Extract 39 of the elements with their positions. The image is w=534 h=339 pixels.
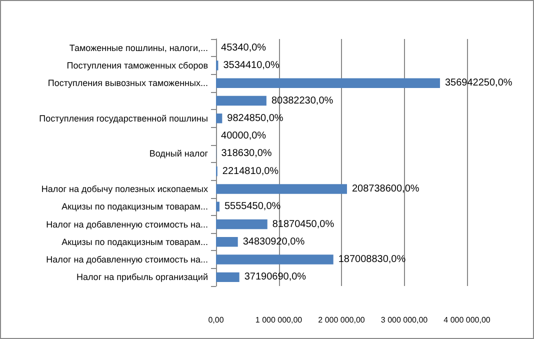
data-label: 80382230,0% — [271, 95, 334, 106]
data-label: 356942250,0% — [444, 78, 512, 89]
bar — [216, 96, 266, 106]
x-tick-label: 1 000 000,00 — [255, 316, 303, 324]
data-label: 208738600,0% — [352, 183, 420, 194]
bar — [216, 237, 238, 247]
data-label: 40000,0% — [221, 130, 266, 142]
bar — [216, 184, 347, 194]
bar — [216, 219, 268, 230]
data-label: 187008830,0% — [338, 254, 406, 266]
data-label: 81870450,0% — [272, 218, 334, 230]
data-label: 3534410,0% — [223, 60, 280, 71]
bar — [216, 202, 220, 212]
y-tick-label: Налог на прибыль организаций — [76, 272, 208, 282]
bar — [216, 272, 240, 282]
y-tick-label: Налог на добычу полезных ископаемых — [41, 184, 208, 194]
y-tick-label: Поступления вывозных таможенных... — [48, 78, 208, 88]
y-tick-label: Водный налог — [149, 148, 209, 159]
y-tick-label: Акцизы по подакцизным товарам... — [62, 236, 208, 247]
y-tick-label: Налог на добавленную стоимость на... — [46, 219, 208, 230]
x-tick-label: 4 000 000,00 — [444, 316, 491, 324]
data-label: 318630,0% — [221, 148, 272, 160]
y-tick-label: Акцизы по подакцизным товарам... — [62, 202, 208, 212]
y-tick-label: Поступления таможенных сборов — [66, 60, 208, 70]
x-tick-label: 3 000 000,00 — [380, 316, 428, 324]
data-label: 5555450,0% — [224, 201, 281, 212]
x-tick-label: 0,00 — [208, 316, 224, 324]
data-label: 34830920,0% — [242, 236, 305, 248]
x-tick-label: 2 000 000,00 — [318, 316, 366, 324]
y-tick-label: Поступления государственной пошлины — [39, 113, 208, 124]
bar — [216, 114, 222, 124]
bar — [216, 78, 440, 88]
data-label: 45340,0% — [221, 42, 266, 54]
data-label: 2214810,0% — [222, 166, 279, 177]
data-label: 9824850,0% — [227, 112, 284, 124]
bar — [216, 254, 334, 264]
data-label: 37190690,0% — [244, 272, 306, 283]
y-tick-label: Налог на добавленную стоимость на... — [46, 254, 208, 265]
y-tick-label: Таможенные пошлины, налоги,... — [69, 42, 208, 53]
